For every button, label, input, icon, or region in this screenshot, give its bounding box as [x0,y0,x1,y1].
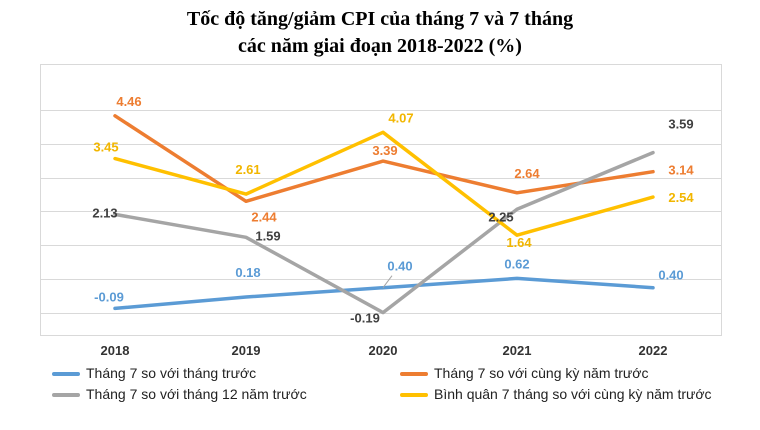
data-label: 2.44 [251,209,277,224]
data-label: -0.19 [350,311,380,326]
legend-item: Tháng 7 so với cùng kỳ năm trước [400,363,648,383]
x-tick-label: 2019 [232,343,261,358]
data-label: 1.59 [255,228,280,243]
data-label: 3.45 [93,140,118,155]
legend-item: Tháng 7 so với tháng 12 năm trước [52,384,307,404]
data-label: 3.39 [372,143,397,158]
data-label: 2.61 [235,162,260,177]
data-label: 0.40 [658,268,683,283]
series-line [113,150,655,315]
legend-label: Tháng 7 so với tháng 12 năm trước [86,386,307,402]
chart-title-line-1: Tốc độ tăng/giảm CPI của tháng 7 và 7 th… [186,8,574,30]
label-leader-line [382,275,393,288]
data-label: 4.07 [388,110,413,125]
legend-label: Bình quân 7 tháng so với cùng kỳ năm trư… [434,386,712,402]
data-label: 2.25 [488,209,513,224]
data-label: -0.09 [94,289,124,304]
x-tick-label: 2022 [639,343,668,358]
series-line [113,130,655,237]
data-label: 2.13 [92,205,117,220]
data-label: 0.18 [235,265,260,280]
data-label: 4.46 [116,94,141,109]
data-label: 3.14 [668,163,694,178]
x-tick-label: 2020 [369,343,398,358]
legend-label: Tháng 7 so với cùng kỳ năm trước [434,365,649,381]
legend-swatch [52,393,80,398]
legend-label: Tháng 7 so với tháng trước [86,365,257,381]
data-label: 0.40 [387,259,412,274]
data-label: 2.54 [668,190,694,205]
legend-swatch [52,372,80,377]
x-tick-label: 2021 [503,343,532,358]
series-line [113,114,655,204]
plot-area-frame [40,64,722,336]
data-label: 3.59 [668,117,693,132]
data-label: 2.64 [514,166,540,181]
series-line [113,276,655,311]
legend-item: Tháng 7 so với tháng trước [52,363,256,383]
legend-swatch [400,393,428,398]
data-label: 0.62 [504,256,529,271]
x-tick-label: 2018 [101,343,130,358]
data-label: 1.64 [506,235,532,250]
legend-item: Bình quân 7 tháng so với cùng kỳ năm trư… [400,384,712,404]
chart-title-line-2: các năm giai đoạn 2018-2022 (%) [238,35,522,57]
legend-swatch [400,372,428,377]
